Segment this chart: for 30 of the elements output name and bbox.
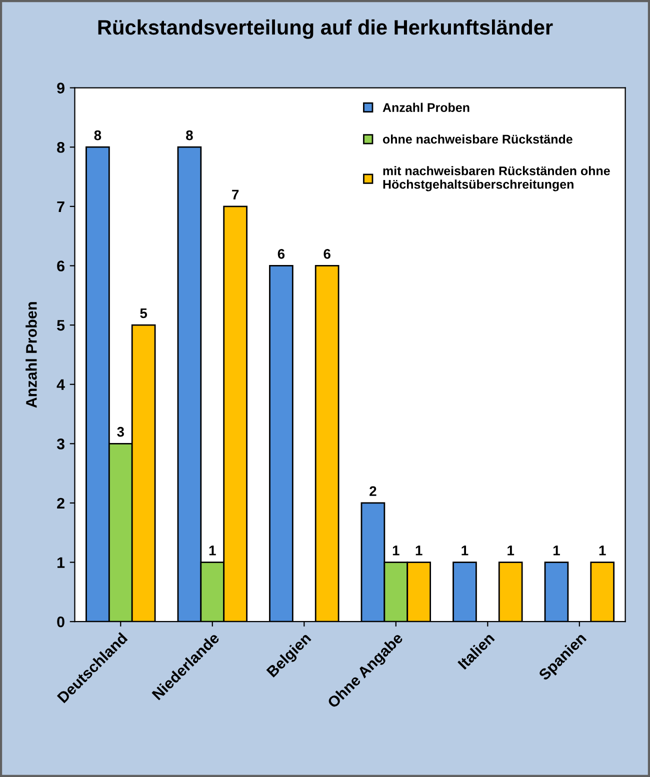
data-label: 1 <box>599 546 606 556</box>
data-label: 1 <box>553 546 560 556</box>
y-tick-label: 5 <box>57 320 65 331</box>
data-label: 2 <box>370 486 376 496</box>
y-tick-label: 0 <box>57 616 64 628</box>
data-label: 1 <box>416 546 422 556</box>
data-label: 1 <box>209 546 216 556</box>
legend-label: mit nachweisbaren Rückständen ohne Höchstgehaltsüberschreitungen <box>383 166 610 192</box>
data-label: 5 <box>140 308 148 318</box>
y-tick-label: 7 <box>57 201 64 212</box>
y-tick-label: 9 <box>57 82 64 94</box>
data-label: 7 <box>232 190 239 200</box>
y-tick-label: 1 <box>57 557 65 568</box>
y-tick-label: 3 <box>56 438 64 450</box>
y-axis-title: Anzahl Proben <box>26 302 37 408</box>
data-label: 6 <box>324 248 330 259</box>
data-label: 3 <box>117 426 124 437</box>
data-label: 8 <box>94 130 102 140</box>
y-tick-label: 8 <box>57 142 65 153</box>
data-label: 1 <box>462 546 468 556</box>
y-tick-label: 2 <box>57 498 64 509</box>
data-label: 1 <box>508 546 514 556</box>
data-label: 8 <box>186 130 193 140</box>
legend-label: ohne nachweisbare Rückstände <box>382 134 572 144</box>
data-label: 1 <box>392 546 400 556</box>
y-tick-label: 6 <box>57 260 64 272</box>
y-tick-label: 4 <box>56 379 65 390</box>
chart-title: Rückstandsverteilung auf die Herkunftsländer <box>98 19 553 39</box>
legend-label: Anzahl Proben <box>382 102 470 112</box>
data-label: 6 <box>278 248 285 259</box>
